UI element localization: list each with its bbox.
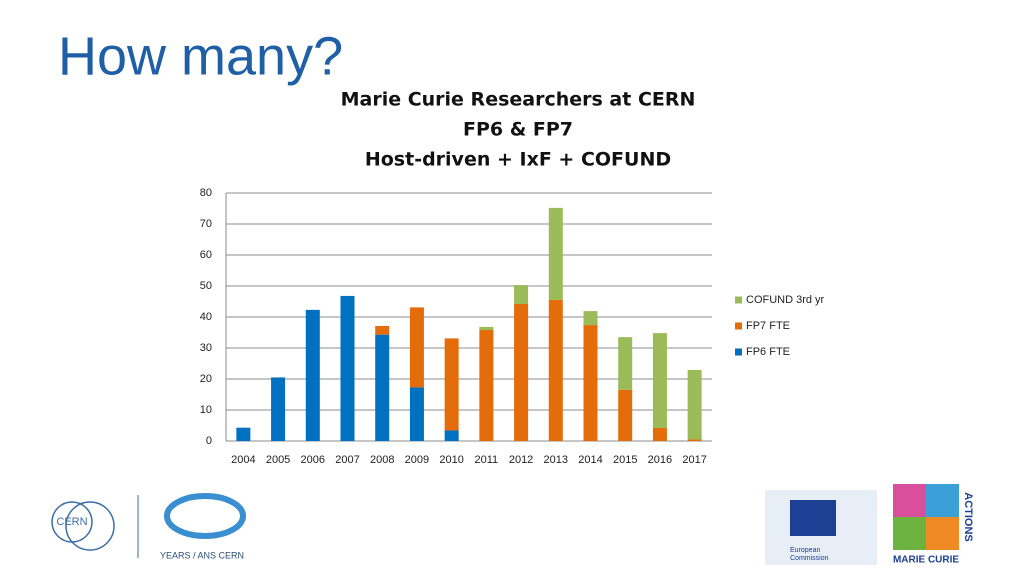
legend-swatch [735, 322, 742, 330]
cern-logo: CERN YEARS / ANS CERN [51, 493, 246, 560]
y-tick-label: 10 [200, 404, 212, 416]
x-tick-label: 2014 [578, 454, 602, 466]
y-tick-label: 60 [200, 249, 212, 261]
bar-segment [479, 330, 494, 441]
logo-text: CERN [56, 516, 87, 528]
legend-label: FP7 FTE [746, 320, 790, 332]
logo-text: European [790, 547, 820, 554]
x-tick-label: 2015 [613, 454, 637, 466]
chart-title: Marie Curie Researchers at CERN [341, 89, 696, 111]
y-tick-label: 50 [200, 280, 212, 292]
y-tick-label: 40 [200, 311, 212, 323]
x-tick-label: 2006 [301, 454, 325, 466]
chart-title: Host-driven + IxF + COFUND [365, 149, 671, 171]
bar-segment [340, 295, 355, 441]
legend-swatch [735, 296, 742, 304]
bar-segment [514, 303, 529, 441]
bar-segment [444, 338, 459, 431]
bar-segment [687, 439, 702, 441]
x-tick-label: 2017 [682, 454, 706, 466]
legend-swatch [735, 348, 742, 356]
bar-segment [548, 299, 563, 441]
marie-curie-logo: MARIE CURIE ACTIONS [893, 484, 974, 566]
logo-text: Commission [790, 555, 829, 562]
bar-segment [409, 387, 424, 441]
bar-segment [687, 370, 702, 440]
bar-segment [479, 326, 494, 331]
bar-segment [652, 333, 667, 428]
legend-label: COFUND 3rd yr [746, 294, 825, 306]
bar-segment [305, 309, 320, 441]
y-tick-label: 70 [200, 218, 212, 230]
logo-text: MARIE CURIE [893, 555, 959, 566]
x-tick-label: 2016 [648, 454, 672, 466]
bar-segment [548, 207, 563, 300]
x-tick-label: 2005 [266, 454, 290, 466]
logo-text: YEARS / ANS CERN [160, 550, 244, 560]
x-tick-label: 2011 [475, 454, 499, 466]
bar-segment [375, 334, 390, 441]
bar-segment [409, 307, 424, 388]
bar-segment [618, 389, 633, 441]
bar-segment [583, 325, 598, 441]
x-tick-label: 2004 [231, 454, 255, 466]
bar-segment [271, 377, 286, 441]
x-tick-label: 2012 [509, 454, 533, 466]
x-tick-label: 2010 [439, 454, 463, 466]
logo-text: ACTIONS [962, 492, 974, 542]
x-tick-label: 2008 [370, 454, 394, 466]
chart-title: FP6 & FP7 [463, 119, 573, 141]
bar-segment [444, 430, 459, 441]
bar-segment [583, 311, 598, 326]
bar-segment [375, 325, 390, 335]
x-tick-label: 2013 [544, 454, 568, 466]
slide-heading: How many? [58, 26, 343, 86]
bar-segment [514, 285, 529, 304]
x-tick-label: 2009 [405, 454, 429, 466]
x-tick-label: 2007 [335, 454, 359, 466]
legend-label: FP6 FTE [746, 346, 790, 358]
bar-segment [236, 427, 251, 441]
y-tick-label: 80 [200, 187, 212, 199]
ec-logo: European Commission [765, 490, 877, 565]
y-tick-label: 20 [200, 373, 212, 385]
y-tick-label: 0 [206, 435, 212, 447]
bar-segment [652, 427, 667, 441]
bar-segment [618, 337, 633, 390]
y-tick-label: 30 [200, 342, 212, 354]
